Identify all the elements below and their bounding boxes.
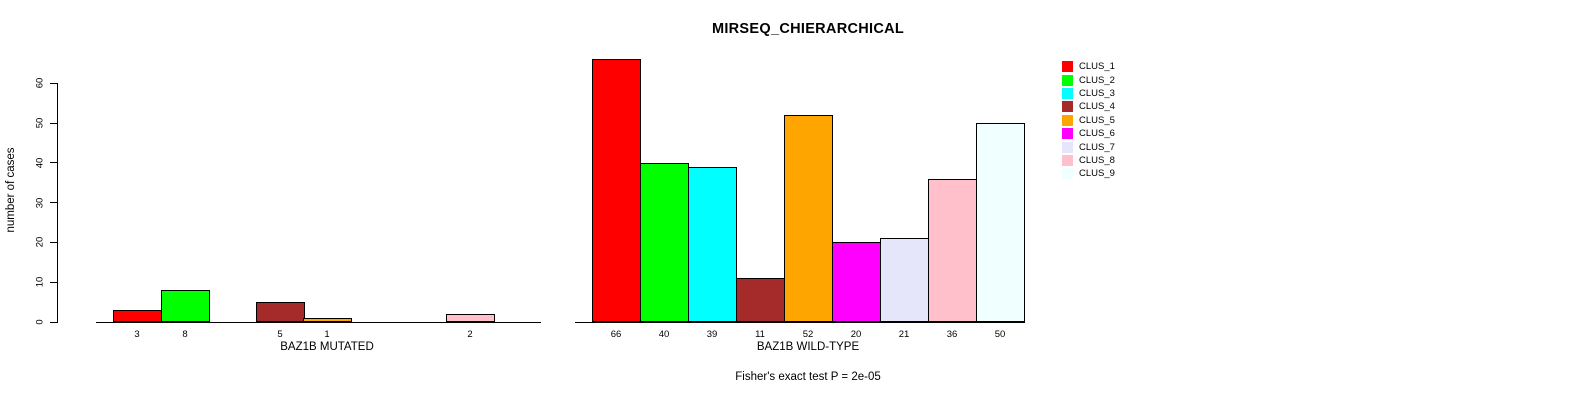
bar-value-label: 50 xyxy=(994,329,1006,340)
y-axis-label: number of cases xyxy=(5,147,17,233)
y-tick-mark xyxy=(50,122,57,124)
bar-clus_7 xyxy=(880,238,929,322)
legend-swatch-icon xyxy=(1062,74,1073,86)
legend-label: CLUS_9 xyxy=(1079,168,1115,180)
legend-swatch-icon xyxy=(1062,114,1073,126)
x-axis-label-wildtype: BAZ1B WILD-TYPE xyxy=(756,341,860,353)
bar-value-label: 40 xyxy=(658,329,670,340)
y-tick-label: 50 xyxy=(34,117,46,129)
bar-clus_6 xyxy=(832,242,881,322)
bar-value-label: 1 xyxy=(324,329,330,340)
legend-swatch-icon xyxy=(1062,128,1073,140)
legend-label: CLUS_2 xyxy=(1079,74,1115,86)
legend-label: CLUS_1 xyxy=(1079,61,1115,73)
fisher-test-footnote: Fisher's exact test P = 2e-05 xyxy=(735,371,881,383)
y-tick-label: 40 xyxy=(34,157,46,169)
bar-clus_8 xyxy=(928,179,977,322)
bar-value-label: 5 xyxy=(277,329,283,340)
bar-value-label: 2 xyxy=(467,329,473,340)
y-tick-label: 20 xyxy=(34,237,46,248)
bar-value-label: 11 xyxy=(755,329,765,340)
legend-label: CLUS_6 xyxy=(1079,128,1115,140)
bar-value-label: 8 xyxy=(182,329,188,340)
bar-value-label: 3 xyxy=(134,329,140,340)
bar-clus_8 xyxy=(446,314,495,322)
bar-clus_9 xyxy=(976,123,1025,322)
bar-clus_2 xyxy=(640,163,689,322)
y-tick-label: 10 xyxy=(34,276,46,288)
legend-item-clus_3: CLUS_3 xyxy=(1062,87,1115,100)
legend-label: CLUS_3 xyxy=(1079,87,1115,99)
y-axis-line xyxy=(57,83,58,323)
legend-item-clus_1: CLUS_1 xyxy=(1062,60,1115,73)
legend-swatch-icon xyxy=(1062,101,1073,113)
bar-value-label: 20 xyxy=(850,329,862,340)
y-tick-mark xyxy=(50,241,57,243)
x-axis-label-mutated: BAZ1B MUTATED xyxy=(280,341,374,353)
bar-value-label: 21 xyxy=(898,329,910,340)
y-tick-label: 60 xyxy=(34,78,46,89)
y-tick-label: 0 xyxy=(34,319,46,325)
legend-label: CLUS_7 xyxy=(1079,141,1115,153)
legend-swatch-icon xyxy=(1062,168,1073,180)
bar-clus_1 xyxy=(113,310,162,322)
y-tick-mark xyxy=(50,281,57,283)
bar-clus_1 xyxy=(592,59,641,322)
legend-label: CLUS_8 xyxy=(1079,154,1115,166)
bar-clus_5 xyxy=(784,115,833,322)
legend-swatch-icon xyxy=(1062,154,1073,166)
y-tick-mark xyxy=(50,82,57,84)
legend-label: CLUS_5 xyxy=(1079,114,1115,126)
legend-item-clus_4: CLUS_4 xyxy=(1062,100,1115,113)
legend-item-clus_5: CLUS_5 xyxy=(1062,114,1115,127)
chart-title: MIRSEQ_CHIERARCHICAL xyxy=(711,21,905,37)
legend: CLUS_1 CLUS_2 CLUS_3 CLUS_4 CLUS_5 CLUS_6 CLUS… xyxy=(1062,60,1115,181)
bar-clus_2 xyxy=(161,290,210,322)
legend-item-clus_2: CLUS_2 xyxy=(1062,73,1115,86)
legend-label: CLUS_4 xyxy=(1079,101,1115,113)
y-tick-mark xyxy=(50,321,57,323)
legend-item-clus_8: CLUS_8 xyxy=(1062,154,1115,167)
bar-group-wildtype: 66 40 39 11 52 20 21 36 50 xyxy=(592,0,1027,400)
bar-clus_5 xyxy=(303,318,352,322)
legend-item-clus_9: CLUS_9 xyxy=(1062,167,1115,180)
bar-group-mutated: 3 8 5 1 2 xyxy=(113,0,543,400)
legend-item-clus_6: CLUS_6 xyxy=(1062,127,1115,140)
legend-swatch-icon xyxy=(1062,87,1073,99)
legend-swatch-icon xyxy=(1062,141,1073,153)
bar-value-label: 39 xyxy=(706,329,718,340)
y-tick-mark xyxy=(50,162,57,164)
bar-clus_4 xyxy=(256,302,305,322)
legend-item-clus_7: CLUS_7 xyxy=(1062,140,1115,153)
bar-clus_4 xyxy=(736,278,785,322)
bar-clus_3 xyxy=(688,167,737,322)
bar-value-label: 66 xyxy=(610,329,622,340)
legend-swatch-icon xyxy=(1062,61,1073,73)
x-axis-line-mutated xyxy=(96,322,541,323)
bar-value-label: 52 xyxy=(802,329,814,340)
y-tick-mark xyxy=(50,202,57,204)
y-tick-label: 30 xyxy=(34,197,46,208)
x-axis-line-wildtype xyxy=(575,322,1025,323)
bar-value-label: 36 xyxy=(946,329,958,340)
